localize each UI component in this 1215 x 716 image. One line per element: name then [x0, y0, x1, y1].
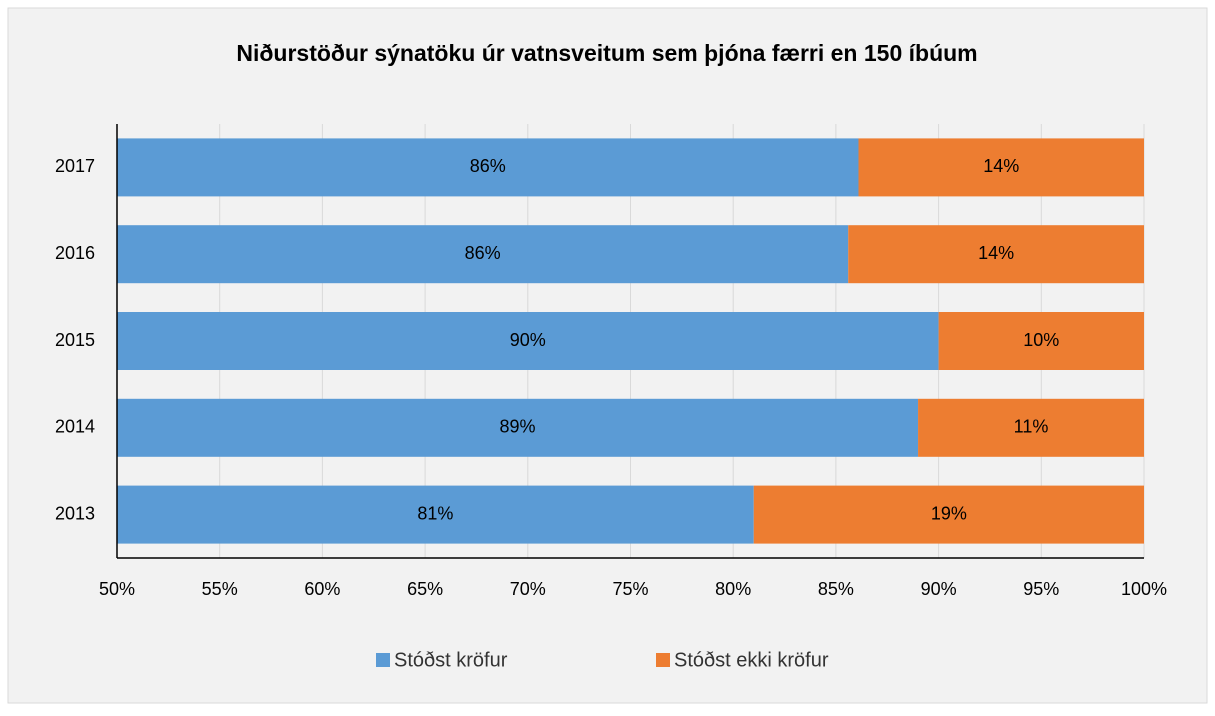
data-label: 19% — [931, 503, 967, 523]
legend-label: Stóðst ekki kröfur — [674, 649, 829, 671]
bar-segment — [117, 138, 859, 197]
y-tick-label: 2016 — [55, 243, 95, 263]
bar-segment — [117, 485, 754, 544]
data-label: 89% — [500, 417, 536, 437]
bar-segment — [117, 225, 849, 284]
data-label: 86% — [470, 156, 506, 176]
legend-swatch — [656, 653, 670, 667]
data-label: 81% — [417, 503, 453, 523]
x-tick-label: 85% — [818, 579, 854, 599]
bar-segment — [753, 485, 1144, 544]
x-tick-label: 60% — [304, 579, 340, 599]
data-label: 11% — [1014, 417, 1049, 437]
legend-swatch — [376, 653, 390, 667]
bar-segment — [938, 312, 1144, 370]
data-label: 90% — [510, 330, 546, 350]
bar-segment — [858, 138, 1144, 197]
x-tick-label: 100% — [1121, 579, 1167, 599]
x-tick-label: 75% — [612, 579, 648, 599]
legend-label: Stóðst kröfur — [394, 649, 508, 671]
bar-segment — [848, 225, 1144, 284]
y-tick-label: 2014 — [55, 417, 95, 437]
x-tick-label: 55% — [202, 579, 238, 599]
data-label: 14% — [983, 156, 1019, 176]
chart-title: Niðurstöður sýnatöku úr vatnsveitum sem … — [236, 40, 977, 66]
bars — [117, 138, 1144, 544]
x-tick-label: 95% — [1023, 579, 1059, 599]
x-tick-label: 50% — [99, 579, 135, 599]
x-tick-label: 90% — [921, 579, 957, 599]
x-tick-label: 65% — [407, 579, 443, 599]
x-tick-label: 80% — [715, 579, 751, 599]
bar-segment — [117, 398, 919, 457]
y-tick-label: 2017 — [55, 156, 95, 176]
bar-segment — [918, 398, 1144, 457]
bar-segment — [117, 312, 939, 370]
y-tick-label: 2013 — [55, 503, 95, 523]
y-tick-label: 2015 — [55, 330, 95, 350]
x-tick-label: 70% — [510, 579, 546, 599]
data-label: 86% — [465, 243, 501, 263]
data-label: 14% — [978, 243, 1014, 263]
data-label: 10% — [1023, 330, 1059, 350]
